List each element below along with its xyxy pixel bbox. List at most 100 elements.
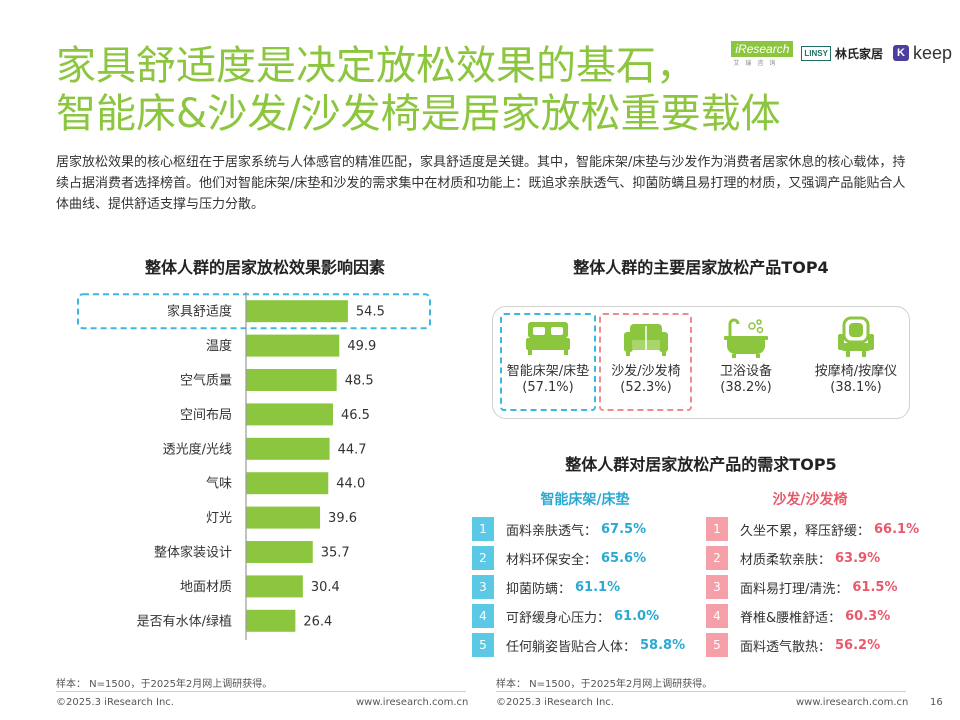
rank-badge: 4 bbox=[472, 604, 494, 628]
url-right: www.iresearch.com.cn bbox=[796, 697, 909, 708]
sofa-icon bbox=[624, 324, 668, 356]
list-item: 4 可舒缓身心压力： 61.0% bbox=[472, 604, 659, 628]
category-label: 空气质量 bbox=[180, 373, 232, 389]
list-item-value: 65.6% bbox=[601, 550, 647, 566]
highlight-box-top-factor bbox=[77, 293, 431, 330]
top5-right-heading: 沙发/沙发椅 bbox=[772, 492, 848, 508]
value-label: 26.4 bbox=[303, 614, 332, 629]
top4-item-name: 卫浴设备 bbox=[719, 364, 772, 379]
list-item-label: 面料亲肤透气： bbox=[506, 523, 598, 539]
category-label: 透光度/光线 bbox=[163, 441, 232, 457]
category-label: 地面材质 bbox=[180, 580, 232, 595]
rank-badge: 4 bbox=[706, 604, 728, 628]
top5-left-heading: 智能床架/床垫 bbox=[540, 492, 630, 508]
list-item: 5 面料透气散热： 56.2% bbox=[706, 633, 880, 657]
keep-logo-word: keep bbox=[912, 42, 952, 63]
bar bbox=[246, 506, 321, 529]
list-item-value: 60.3% bbox=[845, 608, 891, 624]
iresearch-logo: iResearch 艾瑞咨询 bbox=[731, 39, 794, 67]
url-left: www.iresearch.com.cn bbox=[356, 697, 469, 708]
bar bbox=[246, 437, 330, 460]
highlight-box-sofa bbox=[599, 313, 692, 411]
iresearch-logo-text: iResearch bbox=[731, 41, 794, 57]
list-item-label: 抑菌防螨： bbox=[506, 581, 572, 597]
rank-badge: 3 bbox=[472, 575, 494, 599]
value-label: 35.7 bbox=[321, 546, 350, 561]
list-item-label: 面料易打理/清洗： bbox=[740, 581, 849, 597]
copyright-right: ©2025.3 iResearch Inc. bbox=[496, 697, 614, 708]
top4-title: 整体人群的主要居家放松产品TOP4 bbox=[573, 258, 829, 277]
value-label: 30.4 bbox=[311, 580, 340, 595]
bed-icon bbox=[526, 322, 570, 355]
category-label: 灯光 bbox=[206, 511, 232, 526]
page-title-line1: 家具舒适度是决定放松效果的基石， bbox=[56, 43, 696, 89]
page-title: 家具舒适度是决定放松效果的基石， 智能床&沙发/沙发椅是居家放松重要载体 bbox=[56, 42, 781, 138]
top4-item-massage: 按摩椅/按摩仪 (38.1%) bbox=[808, 312, 904, 396]
linsy-logo-mark: LINSY bbox=[801, 45, 831, 61]
top4-item-name: 沙发/沙发椅 bbox=[611, 364, 681, 379]
list-item-label: 可舒缓身心压力： bbox=[506, 610, 611, 626]
bar bbox=[246, 541, 313, 563]
factors-bar-chart: 家具舒适度 54.5 温度 49.9 空气质量 48.5 空间布局 46.5 透光度/光线 44.… bbox=[77, 292, 431, 640]
value-label: 54.5 bbox=[356, 305, 385, 320]
list-item-value: 61.0% bbox=[614, 608, 660, 624]
list-item-value: 66.1% bbox=[874, 521, 920, 537]
list-item-value: 61.5% bbox=[852, 579, 898, 595]
keep-logo: K keep bbox=[892, 42, 952, 64]
value-label: 49.9 bbox=[347, 339, 376, 354]
rank-badge: 3 bbox=[706, 575, 728, 599]
list-item: 3 抑菌防螨： 61.1% bbox=[472, 575, 620, 599]
copyright-left: ©2025.3 iResearch Inc. bbox=[56, 697, 174, 708]
top4-item-name: 智能床架/床垫 bbox=[506, 364, 590, 379]
page-title-line2: 智能床&沙发/沙发椅是居家放松重要载体 bbox=[56, 91, 781, 137]
list-item: 4 脊椎&腰椎舒适： 60.3% bbox=[706, 604, 890, 628]
value-label: 44.0 bbox=[336, 477, 365, 492]
category-label: 整体家装设计 bbox=[154, 545, 232, 561]
list-item-value: 58.8% bbox=[640, 637, 686, 653]
value-label: 46.5 bbox=[341, 408, 370, 423]
top4-item-sofa: 沙发/沙发椅 (52.3%) bbox=[598, 312, 694, 396]
rank-badge: 2 bbox=[706, 546, 728, 570]
iresearch-logo-subtext: 艾瑞咨询 bbox=[733, 60, 782, 67]
page-number: 16 bbox=[930, 697, 943, 708]
list-item-label: 材质柔软亲肤： bbox=[740, 552, 832, 568]
top4-panel bbox=[492, 306, 910, 419]
bar bbox=[246, 300, 348, 323]
list-item-label: 久坐不累，释压舒缓： bbox=[740, 523, 871, 539]
list-item: 2 材质柔软亲肤： 63.9% bbox=[706, 546, 880, 570]
value-label: 44.7 bbox=[338, 442, 367, 457]
list-item-value: 67.5% bbox=[601, 521, 647, 537]
category-label: 是否有水体/绿植 bbox=[137, 614, 232, 629]
list-item-value: 56.2% bbox=[835, 637, 881, 653]
list-item-value: 61.1% bbox=[575, 579, 621, 595]
massage-chair-icon bbox=[838, 316, 874, 357]
list-item-value: 63.9% bbox=[835, 550, 881, 566]
rank-badge: 1 bbox=[472, 517, 494, 541]
rank-badge: 5 bbox=[472, 633, 494, 657]
top5-title: 整体人群对居家放松产品的需求TOP5 bbox=[565, 455, 837, 474]
list-item-label: 材料环保安全： bbox=[506, 552, 598, 568]
sample-note-left: 样本： N=1500，于2025年2月网上调研获得。 bbox=[56, 679, 273, 690]
rank-badge: 1 bbox=[706, 517, 728, 541]
top4-item-pct: (38.1%) bbox=[830, 380, 882, 395]
list-item: 5 任何躺姿皆贴合人体： 58.8% bbox=[472, 633, 685, 657]
rank-badge: 2 bbox=[472, 546, 494, 570]
footer-divider-left bbox=[56, 691, 466, 692]
bathtub-icon bbox=[724, 318, 768, 358]
list-item: 2 材料环保安全： 65.6% bbox=[472, 546, 646, 570]
bar bbox=[246, 575, 303, 598]
value-label: 48.5 bbox=[345, 374, 374, 389]
list-item: 1 面料亲肤透气： 67.5% bbox=[472, 517, 646, 541]
top4-item-pct: (52.3%) bbox=[620, 380, 672, 395]
bar bbox=[246, 472, 329, 495]
top4-item-bed: 智能床架/床垫 (57.1%) bbox=[500, 312, 596, 396]
category-label: 家具舒适度 bbox=[167, 304, 232, 320]
list-item: 1 久坐不累，释压舒缓： 66.1% bbox=[706, 517, 919, 541]
top4-item-pct: (57.1%) bbox=[522, 380, 574, 395]
bar bbox=[246, 609, 296, 632]
linsy-logo: LINSY 林氏家居 bbox=[801, 45, 883, 62]
linsy-logo-name: 林氏家居 bbox=[834, 46, 883, 61]
top4-item-pct: (38.2%) bbox=[720, 380, 772, 395]
list-item: 3 面料易打理/清洗： 61.5% bbox=[706, 575, 898, 599]
keep-logo-mark: K bbox=[892, 45, 909, 61]
